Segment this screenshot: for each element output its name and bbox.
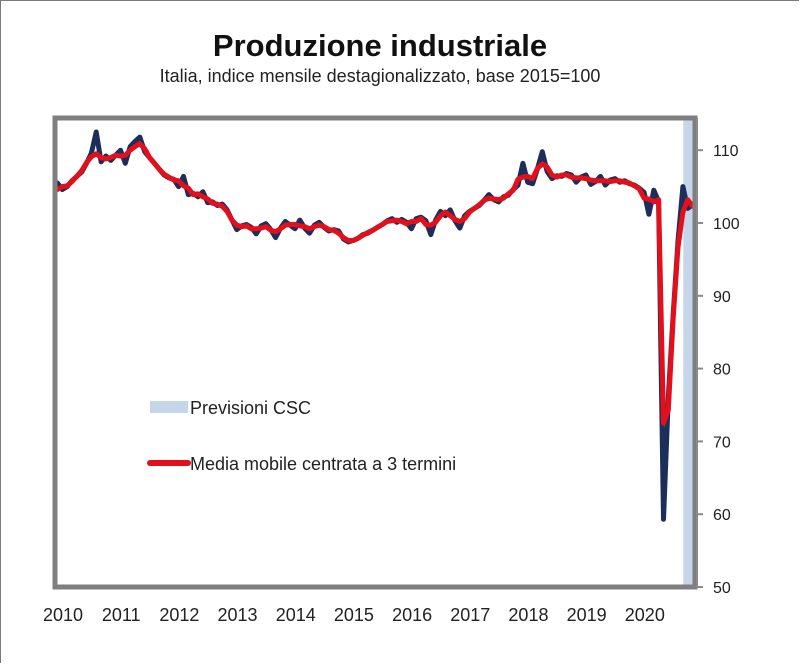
legend: Previsioni CSC Media mobile centrata a 3 … bbox=[147, 398, 456, 474]
x-tick-label: 2019 bbox=[567, 605, 607, 625]
x-tick-label: 2013 bbox=[218, 605, 258, 625]
x-tick-label: 2011 bbox=[102, 605, 141, 625]
x-tick-label: 2012 bbox=[159, 605, 199, 625]
x-tick-label: 2016 bbox=[392, 605, 432, 625]
chart-subtitle: Italia, indice mensile destagionalizzato… bbox=[159, 66, 601, 86]
series-layer bbox=[54, 129, 696, 522]
x-tick-label: 2015 bbox=[334, 605, 374, 625]
y-tick-label: 50 bbox=[713, 580, 731, 597]
y-tick-label: 100 bbox=[713, 216, 740, 233]
series-line-moving-average bbox=[54, 141, 696, 426]
legend-swatch-forecast bbox=[150, 401, 188, 413]
y-tick-label: 70 bbox=[713, 434, 731, 451]
y-tick-label: 80 bbox=[713, 362, 731, 379]
x-axis-ticks: 2010 2011 2012 2013 2014 2015 2016 2017 2018 2019… bbox=[43, 605, 665, 625]
y-tick-label: 90 bbox=[713, 289, 731, 306]
legend-label-moving-average: Media mobile centrata a 3 termini bbox=[190, 454, 456, 474]
x-tick-label: 2010 bbox=[43, 605, 83, 625]
plot-frame bbox=[52, 115, 698, 590]
x-tick-label: 2020 bbox=[625, 605, 665, 625]
x-tick-label: 2017 bbox=[450, 605, 490, 625]
x-tick-label: 2014 bbox=[276, 605, 316, 625]
y-axis-ticks: 50 60 70 80 90 100 110 bbox=[697, 143, 740, 597]
y-tick-label: 110 bbox=[713, 143, 739, 160]
chart-title: Produzione industriale bbox=[212, 28, 548, 63]
y-tick-label: 60 bbox=[713, 507, 731, 524]
legend-label-forecast: Previsioni CSC bbox=[190, 398, 311, 418]
x-tick-label: 2018 bbox=[508, 605, 548, 625]
